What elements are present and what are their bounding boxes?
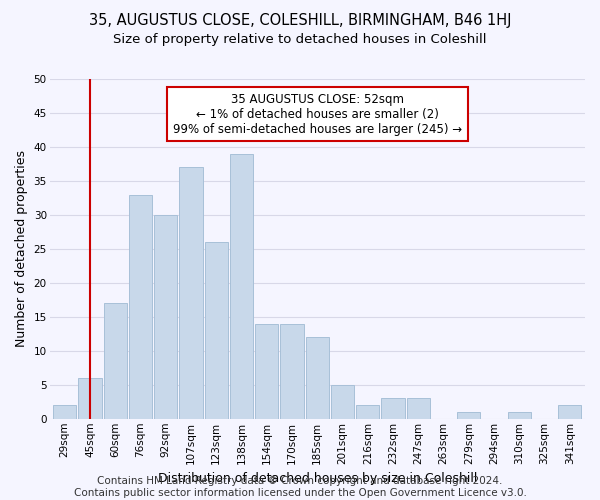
Y-axis label: Number of detached properties: Number of detached properties bbox=[15, 150, 28, 348]
Bar bbox=[79, 378, 101, 419]
Bar bbox=[407, 398, 430, 419]
Bar bbox=[154, 215, 178, 419]
Bar bbox=[104, 303, 127, 419]
Text: Size of property relative to detached houses in Coleshill: Size of property relative to detached ho… bbox=[113, 32, 487, 46]
Bar bbox=[356, 405, 379, 419]
Bar bbox=[53, 405, 76, 419]
Bar bbox=[129, 194, 152, 419]
Bar bbox=[179, 168, 203, 419]
Bar bbox=[382, 398, 404, 419]
Text: Contains HM Land Registry data © Crown copyright and database right 2024.
Contai: Contains HM Land Registry data © Crown c… bbox=[74, 476, 526, 498]
Text: 35 AUGUSTUS CLOSE: 52sqm
← 1% of detached houses are smaller (2)
99% of semi-det: 35 AUGUSTUS CLOSE: 52sqm ← 1% of detache… bbox=[173, 92, 462, 136]
X-axis label: Distribution of detached houses by size in Coleshill: Distribution of detached houses by size … bbox=[158, 472, 477, 485]
Bar bbox=[331, 385, 354, 419]
Bar bbox=[205, 242, 228, 419]
Bar bbox=[255, 324, 278, 419]
Bar bbox=[558, 405, 581, 419]
Text: 35, AUGUSTUS CLOSE, COLESHILL, BIRMINGHAM, B46 1HJ: 35, AUGUSTUS CLOSE, COLESHILL, BIRMINGHA… bbox=[89, 12, 511, 28]
Bar bbox=[508, 412, 531, 419]
Bar bbox=[305, 337, 329, 419]
Bar bbox=[230, 154, 253, 419]
Bar bbox=[457, 412, 481, 419]
Bar bbox=[280, 324, 304, 419]
